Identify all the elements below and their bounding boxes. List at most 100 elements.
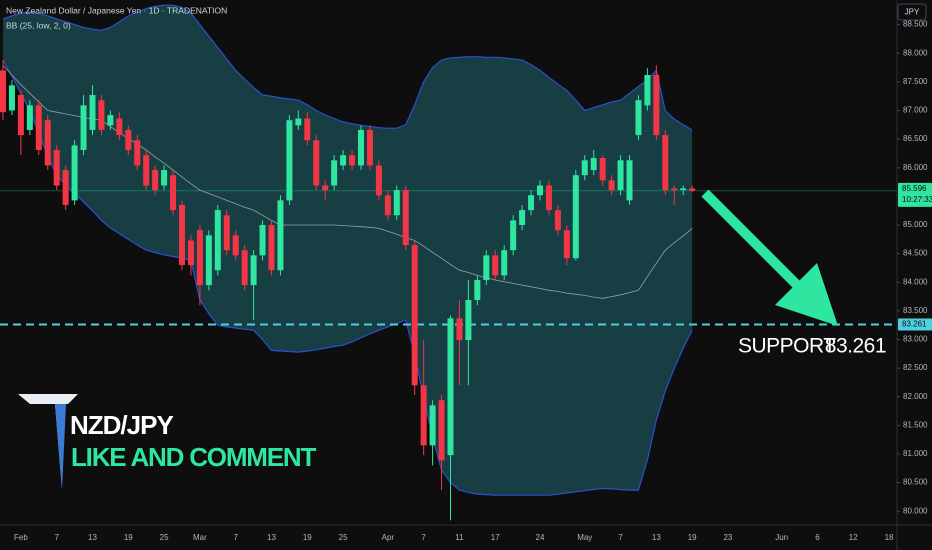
- candle-body: [456, 318, 463, 341]
- candle-body: [510, 220, 517, 251]
- candle-body: [644, 75, 651, 106]
- candle-body: [71, 145, 78, 201]
- candle-body: [563, 230, 570, 259]
- indicator-label: BB (25, low, 2, 0): [6, 20, 71, 30]
- candle-body: [501, 250, 508, 276]
- x-tick-label: 25: [160, 533, 169, 542]
- support-box: [898, 318, 932, 331]
- candle-body: [662, 135, 669, 191]
- candle-body: [179, 204, 185, 266]
- y-tick-label: 85.000: [903, 220, 928, 229]
- candle-body: [402, 190, 409, 246]
- candle-body: [250, 255, 257, 286]
- support-axis-label: 83.261: [902, 320, 927, 329]
- x-tick-label: Jun: [775, 533, 788, 542]
- candle-body: [599, 158, 606, 181]
- plot-area: [0, 4, 897, 521]
- candle-body: [170, 175, 177, 211]
- candle-body: [537, 185, 543, 196]
- candle-body: [349, 155, 356, 166]
- candle-body: [223, 215, 230, 251]
- y-tick-label: 86.500: [903, 134, 928, 143]
- candle-body: [161, 170, 168, 186]
- candle-body: [107, 115, 114, 126]
- candle-body: [581, 160, 588, 176]
- candle-body: [590, 158, 597, 171]
- x-tick-label: 19: [688, 533, 697, 542]
- candle-body: [671, 188, 678, 191]
- candle-body: [80, 105, 87, 150]
- candle-body: [340, 155, 347, 166]
- y-tick-label: 82.000: [903, 392, 928, 401]
- y-tick-label: 81.000: [903, 449, 928, 458]
- candle-body: [295, 118, 302, 126]
- x-tick-label: 13: [652, 533, 661, 542]
- candle-body: [420, 385, 427, 446]
- cta-annotation: LIKE AND COMMENT: [71, 442, 316, 472]
- support-label: SUPPORT: [738, 335, 836, 358]
- y-tick-label: 84.500: [903, 249, 928, 258]
- candle-body: [0, 70, 6, 113]
- candle-body: [429, 405, 436, 446]
- y-tick-label: 87.000: [903, 106, 928, 115]
- x-tick-label: 19: [124, 533, 133, 542]
- candle-body: [277, 200, 284, 271]
- y-tick-label: 83.500: [903, 306, 928, 315]
- candle-body: [214, 210, 221, 271]
- y-tick-label: 80.500: [903, 478, 928, 487]
- candle-body: [313, 140, 320, 186]
- candle-body: [331, 160, 338, 186]
- candle-body: [322, 185, 329, 191]
- candle-body: [474, 279, 481, 300]
- x-tick-label: 24: [536, 533, 545, 542]
- x-tick-label: 12: [849, 533, 858, 542]
- x-tick-label: 7: [233, 533, 238, 542]
- x-tick-label: 6: [815, 533, 820, 542]
- candle-body: [17, 95, 24, 136]
- candle-body: [653, 75, 660, 136]
- x-tick-label: 23: [723, 533, 732, 542]
- pair-annotation: NZD/JPY: [70, 410, 173, 440]
- candle-body: [358, 129, 364, 166]
- x-tick-label: 13: [267, 533, 276, 542]
- candle-body: [528, 195, 535, 211]
- candle-body: [134, 140, 141, 166]
- candle-body: [617, 160, 624, 191]
- candle-body: [35, 105, 42, 150]
- x-tick-label: 19: [303, 533, 312, 542]
- candle-body: [384, 195, 391, 216]
- x-tick-label: 7: [54, 533, 59, 542]
- x-tick-label: 7: [421, 533, 426, 542]
- candle-body: [304, 118, 311, 141]
- candle-body: [241, 250, 248, 286]
- candle-body: [187, 240, 194, 266]
- currency[interactable]: JPY: [905, 8, 920, 17]
- candle-body: [268, 225, 275, 271]
- candle-body: [205, 235, 212, 286]
- candle-body: [545, 185, 552, 211]
- candle-body: [465, 300, 472, 341]
- band-fill: [3, 5, 693, 496]
- x-tick-label: 17: [491, 533, 500, 542]
- x-tick-label: 7: [618, 533, 623, 542]
- candle-body: [375, 165, 382, 196]
- candle-body: [680, 188, 687, 191]
- x-tick-label: 11: [455, 533, 464, 542]
- candle-body: [116, 118, 123, 136]
- y-tick-label: 84.000: [903, 277, 928, 286]
- band-lower: [2, 59, 693, 496]
- x-tick-label: May: [577, 533, 592, 542]
- candle-body: [152, 170, 159, 191]
- y-tick-label: 82.500: [903, 363, 928, 372]
- candle-body: [438, 400, 445, 461]
- x-tick-label: 25: [339, 533, 348, 542]
- currency-box[interactable]: [897, 3, 927, 21]
- y-tick-label: 88.000: [903, 48, 928, 57]
- candle-body: [626, 160, 633, 201]
- y-tick-label: 88.500: [903, 20, 928, 29]
- logo: [18, 394, 78, 490]
- candle-body: [572, 175, 579, 259]
- candle-body: [411, 245, 418, 386]
- candle-body: [196, 230, 203, 286]
- candle-body: [89, 95, 96, 130]
